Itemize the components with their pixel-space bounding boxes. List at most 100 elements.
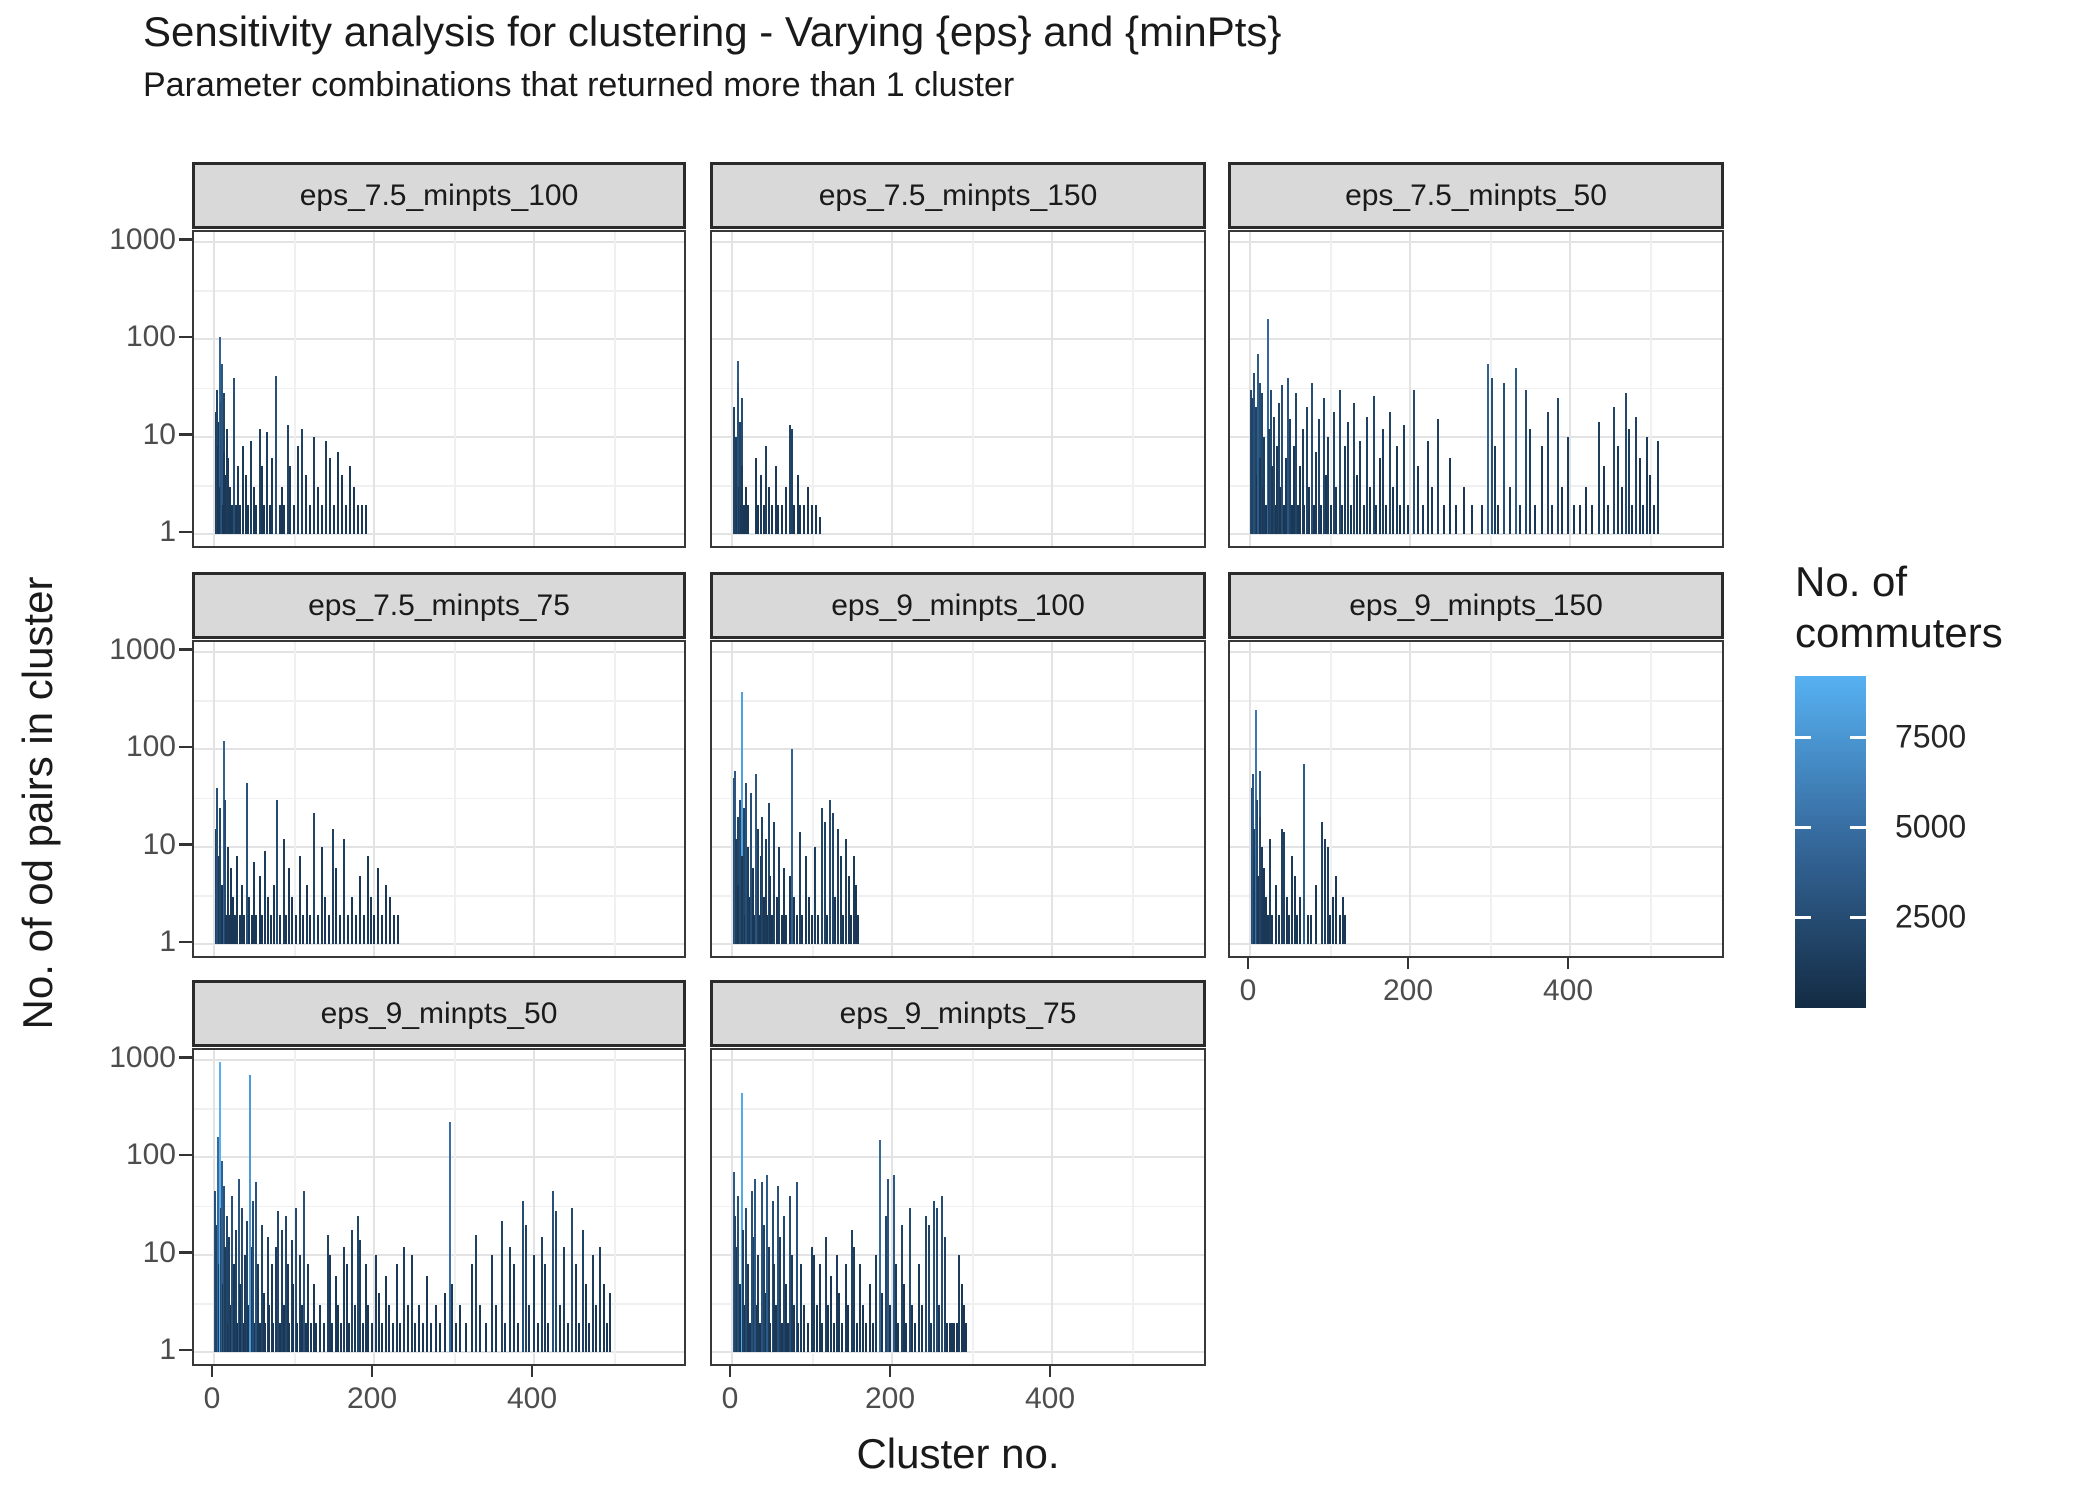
cluster-bar (361, 1322, 364, 1352)
cluster-bar (1305, 407, 1308, 534)
cluster-bar (1249, 389, 1252, 534)
cluster-bar (757, 504, 760, 534)
cluster-bar (334, 1276, 337, 1352)
cluster-bar (540, 1237, 544, 1352)
cluster-bar (762, 1225, 766, 1352)
cluster-bar (734, 838, 738, 944)
cluster-bar (266, 897, 269, 944)
cluster-bar (399, 1322, 402, 1352)
y-minor-gridline (712, 700, 1204, 702)
cluster-bar (370, 1322, 373, 1352)
cluster-bar (759, 855, 762, 944)
cluster-bar (300, 428, 304, 534)
cluster-bar (552, 1190, 555, 1352)
cluster-bar (1332, 897, 1335, 944)
cluster-bar (282, 1305, 285, 1352)
cluster-bar (239, 1283, 242, 1352)
cluster-bar (878, 1139, 882, 1352)
y-major-gridline (194, 1351, 684, 1354)
cluster-bar (303, 1190, 306, 1352)
facet-strip: eps_9_minpts_50 (192, 980, 686, 1047)
cluster-bar (839, 855, 842, 944)
cluster-bar (764, 1293, 767, 1352)
cluster-bar (240, 885, 244, 944)
cluster-bar (279, 914, 282, 944)
cluster-bar (343, 838, 346, 944)
cluster-bar (403, 1246, 406, 1352)
cluster-bar (1508, 487, 1512, 534)
cluster-bar (1280, 829, 1284, 944)
cluster-bar (366, 855, 369, 944)
cluster-bar (1340, 504, 1344, 534)
cluster-bar (339, 914, 342, 944)
cluster-bar (814, 504, 818, 534)
cluster-bar (232, 1263, 236, 1352)
cluster-bar (754, 1178, 757, 1352)
y-minor-gridline (194, 1303, 684, 1305)
cluster-bar (1349, 504, 1352, 534)
cluster-bar (374, 1254, 377, 1352)
facet-label: eps_9_minpts_150 (1349, 588, 1603, 622)
cluster-bar (599, 1246, 602, 1352)
cluster-bar (222, 741, 225, 944)
cluster-bar (1326, 846, 1329, 944)
cluster-bar (846, 1305, 850, 1352)
x-axis-tick (1246, 958, 1250, 969)
y-minor-gridline (1230, 797, 1722, 800)
cluster-bar (755, 1305, 758, 1352)
cluster-bar (219, 807, 222, 944)
facet-panel (1228, 230, 1724, 548)
cluster-bar (1641, 504, 1644, 534)
facet-label: eps_7.5_minpts_150 (818, 178, 1098, 212)
cluster-bar (595, 1305, 598, 1352)
cluster-bar (741, 465, 744, 534)
cluster-bar (244, 475, 248, 534)
cluster-bar (762, 897, 766, 944)
cluster-bar (806, 1322, 810, 1352)
legend-tick-label: 5000 (1895, 808, 1967, 845)
cluster-bar (1359, 440, 1362, 534)
y-major-gridline (1230, 240, 1722, 243)
cluster-bar (734, 436, 738, 534)
legend-title: No. of commuters (1795, 556, 2003, 658)
cluster-bar (353, 1305, 356, 1352)
cluster-bar (358, 875, 361, 944)
x-major-gridline (1051, 642, 1054, 956)
y-minor-gridline (712, 1205, 1204, 1208)
cluster-bar (220, 364, 224, 534)
legend-tick-mark (1850, 825, 1866, 829)
cluster-bar (764, 838, 767, 944)
cluster-bar (1309, 914, 1312, 944)
x-minor-gridline (614, 642, 616, 956)
cluster-bar (1490, 377, 1493, 534)
cluster-bar (348, 465, 352, 534)
cluster-bar (953, 1322, 956, 1352)
cluster-bar (307, 1263, 310, 1352)
cluster-bar (351, 1229, 354, 1352)
cluster-bar (288, 465, 292, 534)
cluster-bar (858, 1263, 862, 1352)
x-major-gridline (1569, 642, 1572, 956)
cluster-bar (758, 1322, 762, 1352)
y-axis-title: No. of od pairs in cluster (14, 576, 61, 1030)
cluster-bar (871, 1322, 874, 1352)
x-minor-gridline (972, 1050, 974, 1364)
cluster-bar (1285, 897, 1288, 944)
cluster-bar (745, 782, 748, 944)
cluster-bar (1528, 428, 1532, 534)
x-major-gridline (373, 232, 376, 546)
cluster-bar (782, 868, 786, 944)
cluster-bar (1292, 445, 1296, 534)
cluster-bar (897, 1322, 900, 1352)
x-major-gridline (373, 1050, 376, 1364)
cluster-bar (508, 1246, 512, 1352)
cluster-bar (1263, 436, 1266, 534)
cluster-bar (1260, 392, 1264, 534)
cluster-bar (1322, 397, 1325, 534)
facet-strip: eps_7.5_minpts_50 (1228, 162, 1724, 229)
cluster-bar (220, 1161, 224, 1352)
cluster-bar (1272, 416, 1276, 534)
cluster-bar (950, 1322, 954, 1352)
cluster-bar (588, 1322, 591, 1352)
cluster-bar (245, 782, 248, 944)
